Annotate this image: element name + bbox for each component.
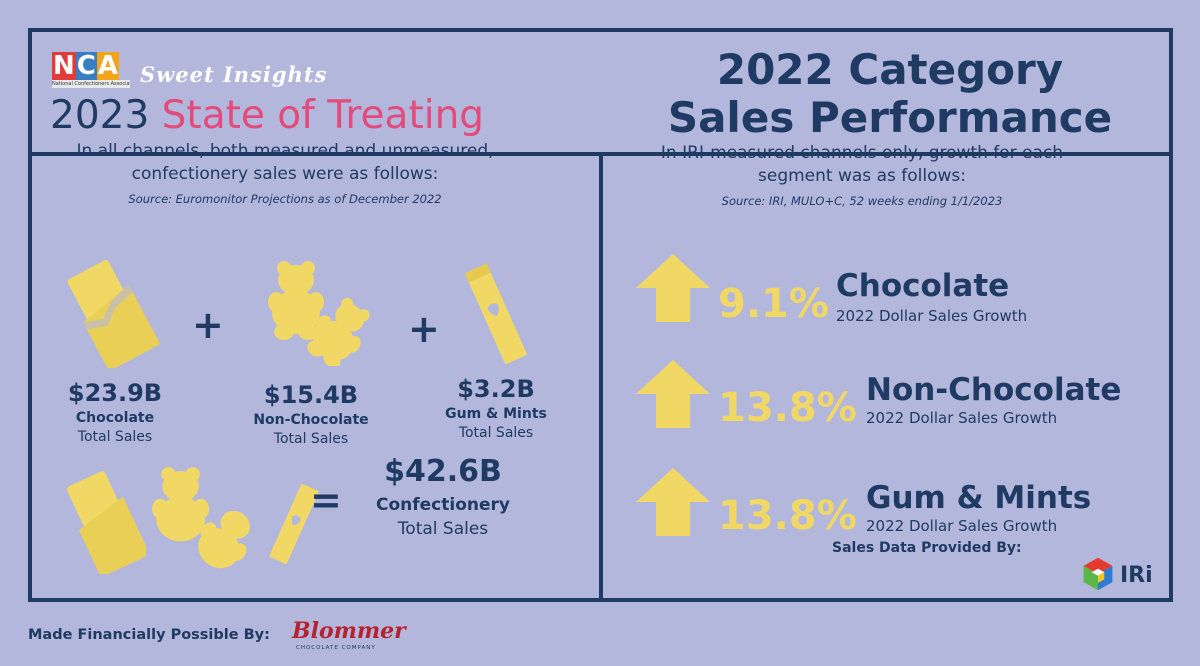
sweet-insights-tagline: Sweet Insights (140, 62, 328, 87)
infographic-frame: N C A National Confectioners Association… (28, 28, 1173, 602)
left-intro: In all channels, both measured and unmea… (30, 140, 540, 186)
confectionery-sub: Total Sales (397, 519, 489, 539)
non-chocolate-name: Non-Chocolate (253, 412, 369, 428)
up-arrow-icon (636, 360, 710, 428)
chocolate-name: Chocolate (75, 410, 155, 426)
gummy-bear-icon (268, 261, 370, 366)
up-arrow-icon (636, 468, 710, 536)
main-title: 2022 Category Sales Performance (620, 46, 1160, 142)
gum-mints-sub: Total Sales (458, 425, 534, 441)
growth-segment-gum-mints: Gum & Mints (866, 480, 1092, 516)
growth-row-non-chocolate: 13.8% Non-Chocolate 2022 Dollar Sales Gr… (636, 360, 1156, 440)
plus-sign-1: + (192, 303, 224, 347)
nca-logo: N C A National Confectioners Association (52, 52, 130, 88)
report-title: State of Treating (161, 93, 485, 138)
sales-data-provided-by: Sales Data Provided By: (832, 540, 1022, 556)
growth-label-chocolate: 2022 Dollar Sales Growth (836, 307, 1028, 325)
nca-letter-n: N (52, 51, 76, 81)
non-chocolate-sub: Total Sales (273, 431, 349, 447)
growth-segment-chocolate: Chocolate (836, 268, 1010, 304)
growth-label-gum-mints: 2022 Dollar Sales Growth (866, 517, 1058, 535)
gum-pack-icon (464, 263, 527, 364)
right-intro: In IRI-measured channels only, growth fo… (592, 142, 1132, 188)
growth-row-chocolate: 9.1% Chocolate 2022 Dollar Sales Growth (636, 254, 1156, 334)
report-year: 2023 (50, 93, 150, 138)
chocolate-bar-icon (66, 471, 146, 574)
blommer-name: Blommer (292, 618, 406, 644)
left-intro-line1: In all channels, both measured and unmea… (76, 141, 494, 161)
growth-pct-chocolate: 9.1% (718, 281, 829, 327)
left-intro-line2: confectionery sales were as follows: (131, 164, 439, 184)
growth-segment-non-chocolate: Non-Chocolate (866, 372, 1122, 408)
chocolate-sub: Total Sales (77, 429, 153, 445)
up-arrow-icon (636, 254, 710, 322)
growth-row-gum-mints: 13.8% Gum & Mints 2022 Dollar Sales Grow… (636, 468, 1156, 548)
nca-letter-c: C (75, 51, 97, 81)
right-intro-line2: segment was as follows: (758, 166, 966, 186)
nca-letter-a: A (96, 51, 119, 81)
right-source: Source: IRI, MULO+C, 52 weeks ending 1/1… (721, 194, 1003, 208)
panel-divider (599, 154, 603, 598)
iri-cube-icon (1083, 557, 1113, 591)
main-title-line2: Sales Performance (667, 93, 1113, 142)
plus-sign-2: + (408, 307, 440, 351)
chocolate-bar-icon (67, 260, 161, 368)
sponsor-label: Made Financially Possible By: (28, 627, 270, 643)
report-heading: 2023 State of Treating (50, 92, 484, 140)
growth-label-non-chocolate: 2022 Dollar Sales Growth (866, 409, 1058, 427)
confectionery-name: Confectionery (376, 495, 510, 515)
non-chocolate-amount: $15.4B (263, 381, 359, 409)
gum-mints-total: $3.2B Gum & Mints Total Sales (426, 374, 566, 442)
gum-mints-name: Gum & Mints (445, 406, 547, 422)
blommer-logo: Blommer CHOCOLATE COMPANY (292, 618, 406, 658)
non-chocolate-total: $15.4B Non-Chocolate Total Sales (236, 380, 386, 448)
left-source: Source: Euromonitor Projections as of De… (128, 192, 442, 206)
growth-pct-non-chocolate: 13.8% (718, 385, 857, 431)
gum-mints-amount: $3.2B (457, 375, 535, 403)
confectionery-amount: $42.6B (384, 454, 502, 489)
equals-sign: = (310, 478, 342, 522)
growth-pct-gum-mints: 13.8% (718, 493, 857, 539)
right-intro-line1: In IRI-measured channels only, growth fo… (660, 143, 1064, 163)
gummy-bear-icon (152, 467, 250, 569)
chocolate-amount: $23.9B (67, 379, 163, 407)
confectionery-total: $42.6B Confectionery Total Sales (364, 452, 522, 540)
main-title-line1: 2022 Category (716, 45, 1064, 94)
nca-logo-subtext: National Confectioners Association (52, 80, 130, 88)
chocolate-total: $23.9B Chocolate Total Sales (40, 378, 190, 446)
iri-logo-text: IRi (1120, 563, 1153, 588)
gum-pack-icon (269, 484, 319, 564)
blommer-subtext: CHOCOLATE COMPANY (296, 645, 376, 651)
